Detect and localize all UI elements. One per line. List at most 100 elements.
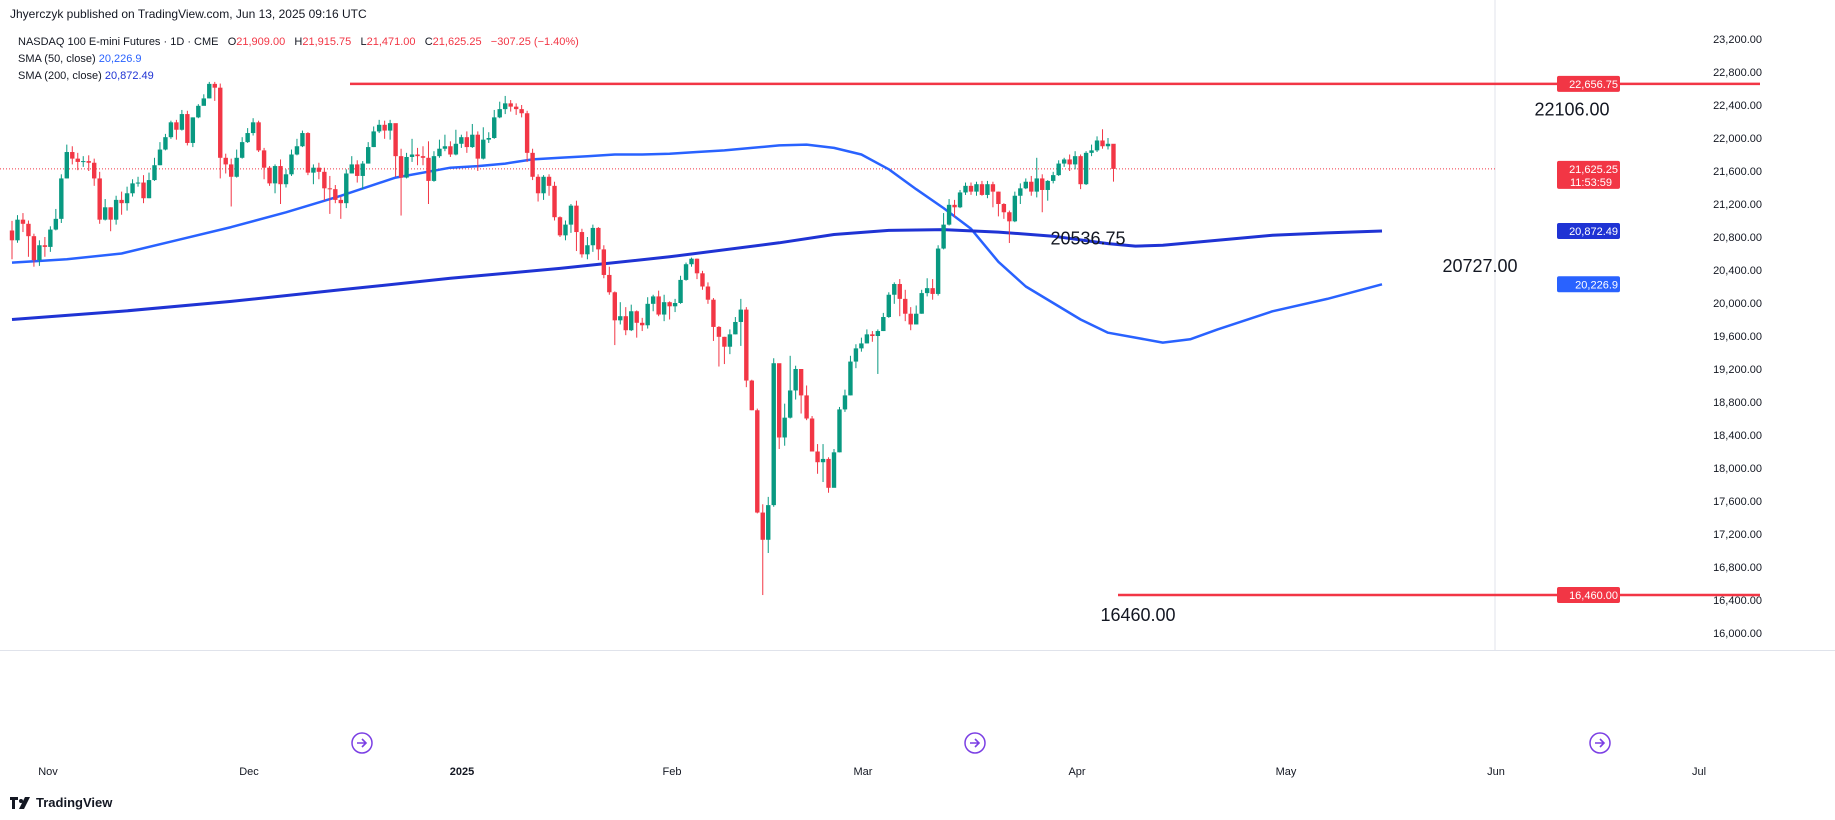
candle-body [1029,181,1034,192]
candle-body [470,134,475,148]
candle-body [481,139,486,159]
candle-body [886,294,891,318]
horizontal-lines[interactable] [350,82,1760,597]
x-tick-label: Dec [239,766,259,778]
price-annotation: 20727.00 [1442,256,1517,276]
event-markers[interactable] [351,732,1611,754]
price-axis[interactable]: 23,200.00 22,800.00 22,400.00 22,000.00 21,6… [1557,34,1762,640]
candle-body [289,154,294,175]
x-tick-label: May [1276,766,1297,778]
time-axis[interactable]: Nov Dec 2025 Feb Mar Apr May Jun Jul [38,766,1706,778]
candle-body [683,264,689,280]
y-tick-label: 16,400.00 [1713,595,1762,607]
candle-body [113,199,119,220]
candle-body [552,185,557,218]
x-tick-label: 2025 [450,766,474,778]
event-marker-arrow [1595,738,1606,748]
price-chart[interactable]: 22106.00 20536.75 20727.00 16460.00 23,200.… [0,0,1835,790]
candle-body [842,395,848,410]
candle-body [530,152,535,177]
candle-body [705,286,711,300]
candle-body [261,150,267,168]
candle-body [957,192,963,208]
ohlc-row: NASDAQ 100 E-mini Futures · 1D · CME O21… [18,34,579,51]
candle-body [415,154,420,157]
candle-body [223,157,228,165]
x-tick-label: Nov [38,766,58,778]
candle-body [524,113,530,153]
event-marker-icon[interactable] [351,732,373,754]
y-tick-label: 16,000.00 [1713,628,1762,640]
event-marker-icon[interactable] [964,732,986,754]
candle-body [749,380,754,411]
candle-body [453,143,459,155]
candle-body [892,284,897,295]
candle-body [1001,204,1007,213]
y-tick-label: 20,400.00 [1713,265,1762,277]
open-value: 21,909.00 [236,36,286,48]
candle-body [1100,140,1105,147]
candle-body [1089,150,1094,153]
candle-body [229,164,234,177]
candle-body [311,167,316,173]
candle-body [497,109,502,118]
candle-body [738,309,744,322]
countdown-text: 11:53:59 [1570,177,1612,189]
sma200-value: 20,872.49 [104,70,154,82]
price-axis-label-bg [1557,223,1620,240]
candle-body [700,273,705,287]
sma50-label: SMA (50, close) [18,53,96,65]
candle-body [146,180,152,199]
candle-body [503,103,508,110]
symbol-label[interactable]: NASDAQ 100 E-mini Futures · 1D · CME [18,36,219,48]
candle-body [207,83,212,99]
sma50-row[interactable]: SMA (50, close) 20,226.9 [18,51,579,68]
price-label[interactable]: 20,872.49 [1557,223,1620,240]
candle-body [667,302,672,307]
chart-legend: NASDAQ 100 E-mini Futures · 1D · CME O21… [18,34,579,85]
event-marker-arrow [357,738,368,748]
sma200-label: SMA (200, close) [18,70,102,82]
candle-body [492,117,497,138]
candle-body [979,184,985,195]
candle-body [382,124,387,131]
candle-body [716,326,722,337]
sma200-row[interactable]: SMA (200, close) 20,872.49 [18,68,579,85]
candle-body [1012,195,1018,222]
candle-body [897,284,902,299]
candle-body [798,369,804,396]
candle-body [366,147,371,164]
candle-body [804,395,809,419]
candle-body [881,317,886,332]
candle-body [349,164,354,174]
candle-body [809,418,815,452]
candle-body [1007,212,1012,222]
candle-body [239,142,245,158]
hline-price-label[interactable]: 22,656.75 [1557,75,1620,92]
candle-body [755,410,760,513]
candle-body [815,451,820,463]
candle-body [141,182,146,199]
price-label[interactable]: 20,226.9 [1557,276,1620,293]
event-marker-icon[interactable] [1589,732,1611,754]
candle-body [908,313,913,325]
candle-body [1094,140,1100,151]
tradingview-logo-icon [10,796,30,809]
candle-body [135,182,141,184]
candle-body [875,331,881,336]
candle-body [645,303,650,326]
candle-body [1061,159,1067,164]
candle-body [272,166,278,184]
candle-body [59,178,64,219]
event-marker-arrow [970,738,981,748]
candle-body [420,156,426,158]
y-tick-label: 19,600.00 [1713,331,1762,343]
candle-body [694,258,700,274]
candle-body [727,334,733,347]
annotations: 22106.00 20536.75 20727.00 16460.00 [1050,99,1609,625]
hline-price-label[interactable]: 16,460.00 [1557,587,1620,604]
footer: TradingView [10,795,112,810]
tradingview-brand[interactable]: TradingView [36,795,113,810]
candle-body [678,279,683,303]
